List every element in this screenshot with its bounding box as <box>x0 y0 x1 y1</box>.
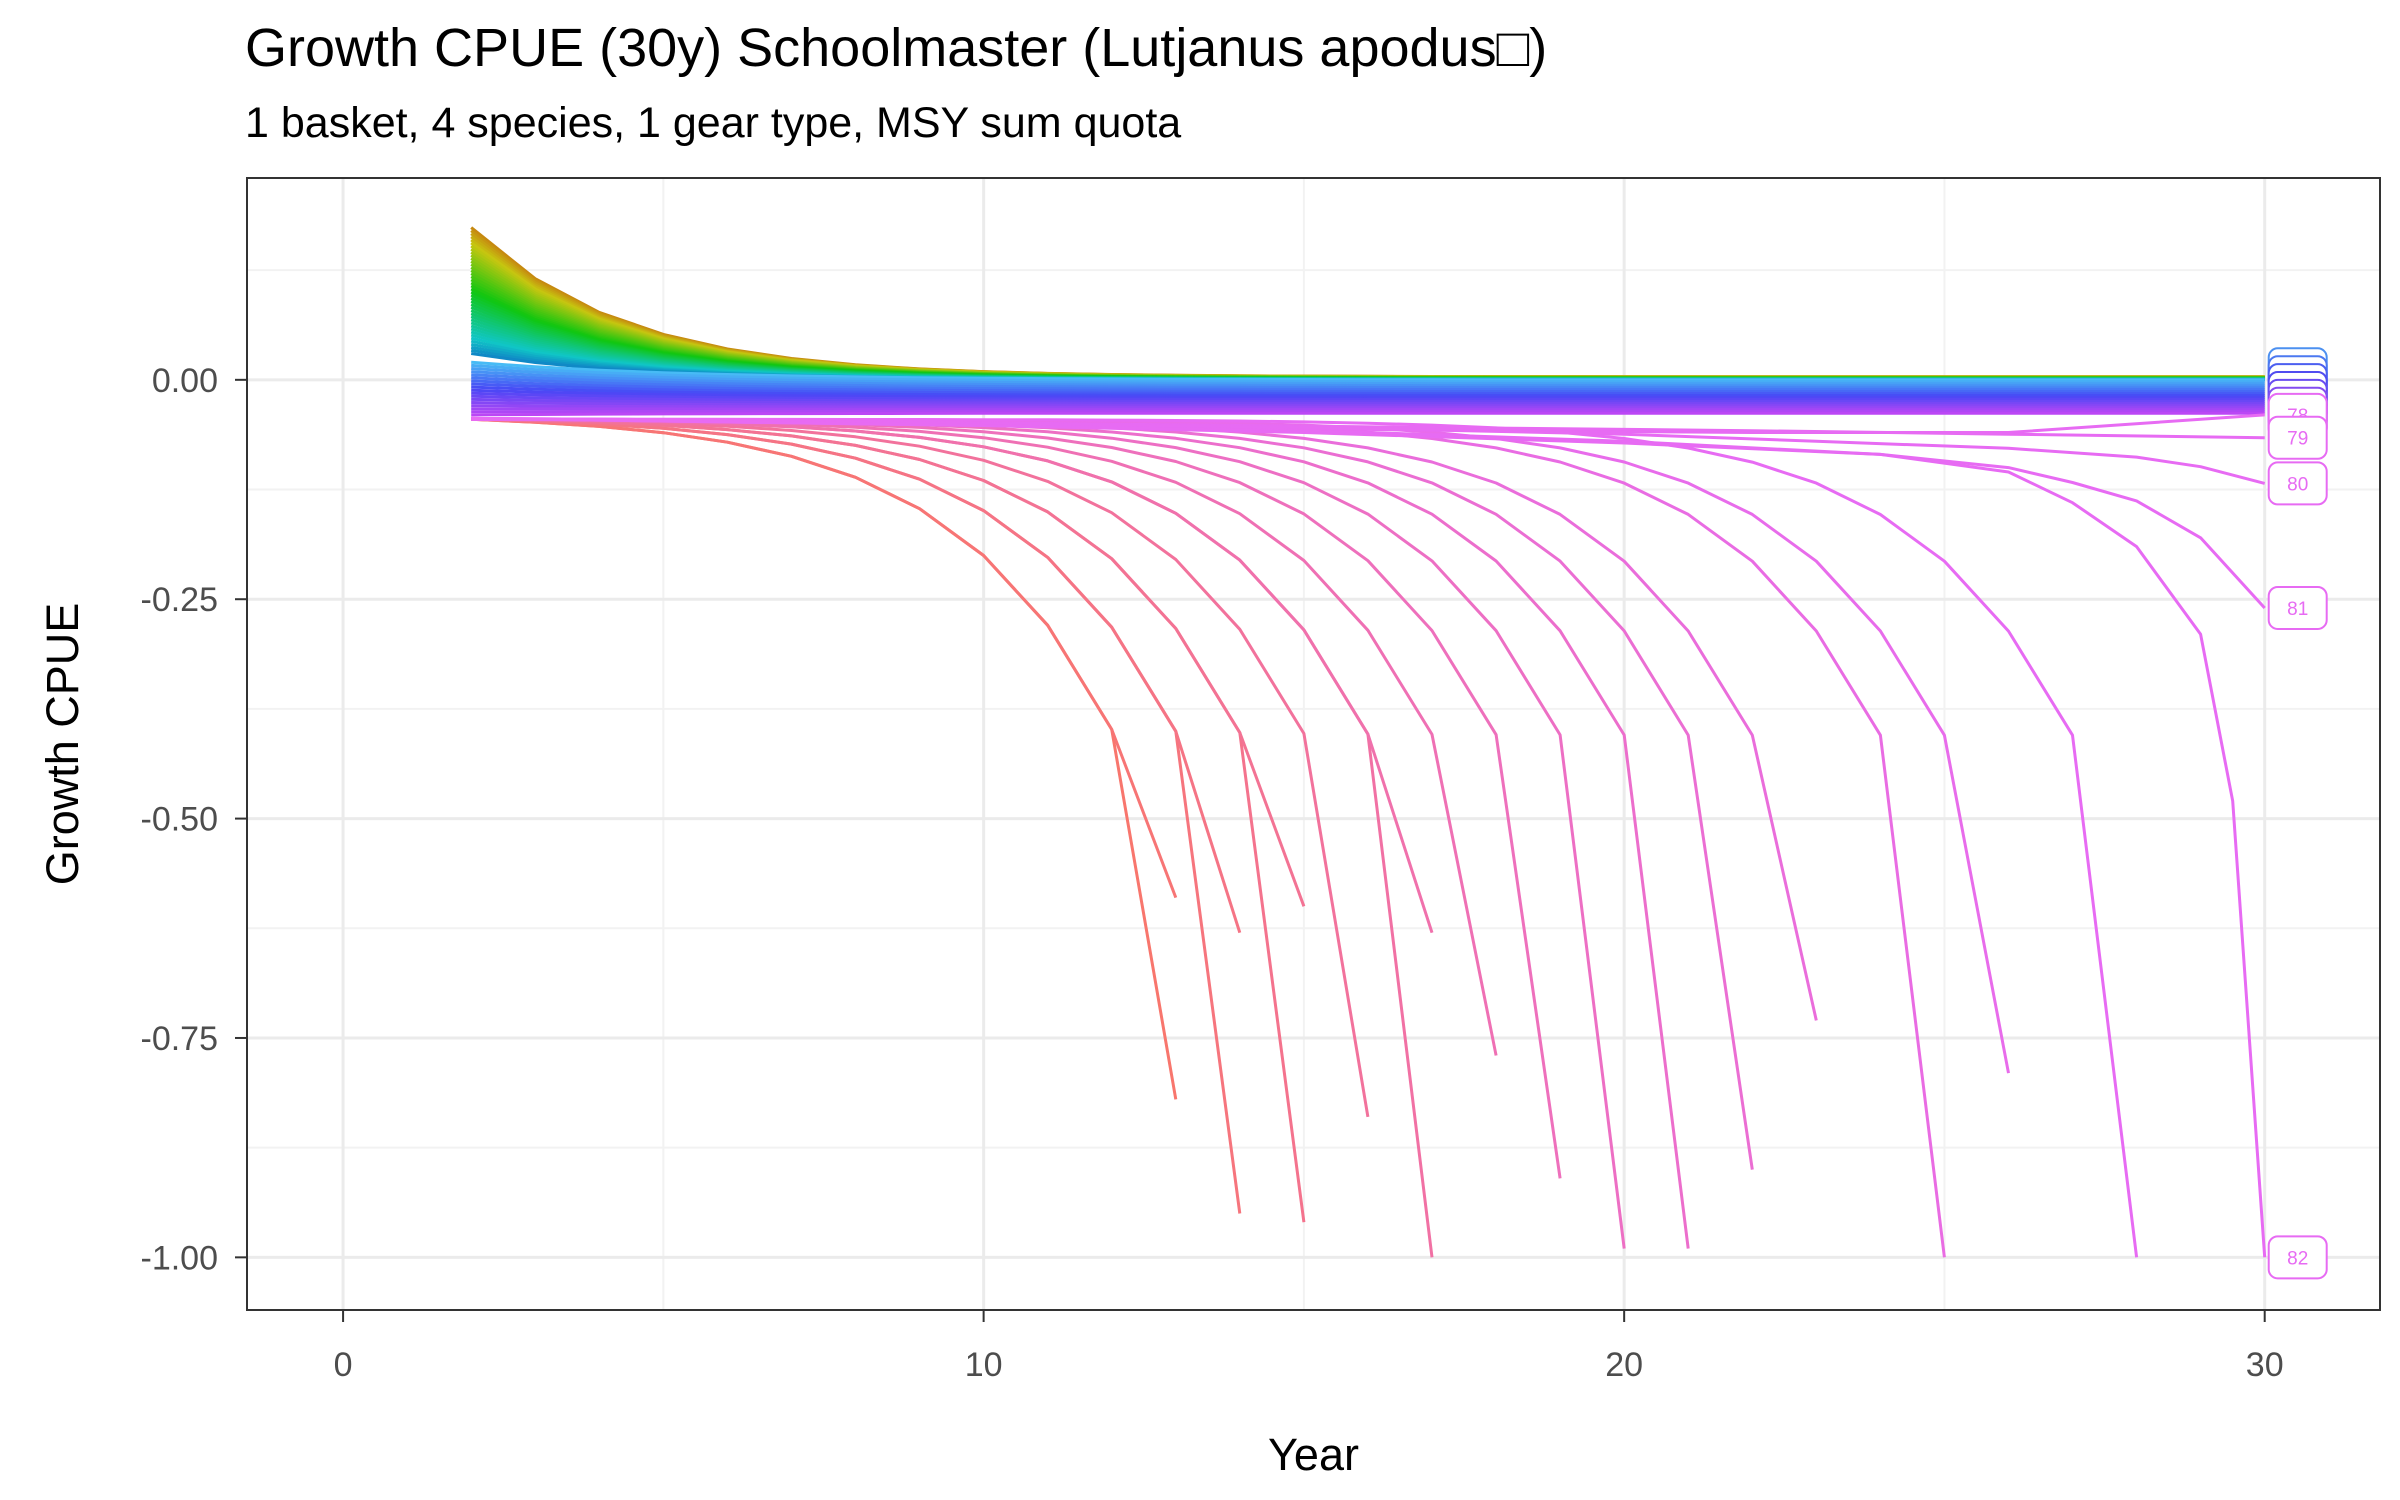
y-tick-label: -0.75 <box>141 1020 219 1058</box>
series-line <box>471 417 1306 1223</box>
end-label-box-81 <box>2267 585 2328 630</box>
series-line <box>471 385 2265 397</box>
x-tick-label: 10 <box>965 1346 1003 1384</box>
end-label-81: 81 <box>2287 599 2308 620</box>
y-tick-label: 0.00 <box>152 362 218 400</box>
y-tick-label: -0.25 <box>141 581 219 619</box>
series-line <box>471 417 1946 1258</box>
series-line <box>471 417 1242 1214</box>
series-line <box>471 401 2265 407</box>
series-line <box>471 376 2265 392</box>
y-tick-label: -0.50 <box>141 801 219 839</box>
x-tick-label: 0 <box>334 1346 353 1384</box>
series-line <box>471 367 2265 386</box>
series-line <box>471 417 2010 1074</box>
x-axis-title: Year <box>1268 1429 1359 1480</box>
end-label-80: 80 <box>2287 474 2308 495</box>
series-line <box>471 397 2265 405</box>
chart-subtitle: 1 basket, 4 species, 1 gear type, MSY su… <box>245 99 1181 147</box>
series-line <box>471 373 2265 390</box>
series-line <box>471 409 2265 414</box>
series-line <box>471 391 2265 401</box>
end-label-79: 79 <box>2287 429 2308 450</box>
x-tick-label: 20 <box>1605 1346 1643 1384</box>
series-line-82 <box>471 416 2267 1258</box>
series-line <box>471 417 1690 1249</box>
series-line <box>471 417 1178 1100</box>
series-line <box>471 417 1242 934</box>
series-lines <box>470 226 2267 1258</box>
axis-ticks: 0 10 20 30 0.00 -0.25 -0.50 -0.75 -1.00 <box>141 362 2284 1384</box>
series-line <box>471 404 2265 409</box>
series-line <box>471 417 1370 1118</box>
series-line <box>471 417 1434 1258</box>
series-line <box>471 363 2265 384</box>
end-label-box-82 <box>2267 1235 2328 1280</box>
end-label-82: 82 <box>2287 1248 2308 1269</box>
series-line <box>471 417 1178 899</box>
y-tick-label: -1.00 <box>141 1239 219 1277</box>
end-label-box-79 <box>2267 415 2328 460</box>
series-line <box>471 379 2265 394</box>
series-line <box>471 382 2265 396</box>
series-line <box>471 394 2265 403</box>
series-line <box>471 411 2265 417</box>
series-line-80 <box>471 416 2266 485</box>
x-tick-label: 30 <box>2246 1346 2284 1384</box>
series-line <box>471 370 2265 388</box>
end-label-box-80 <box>2267 461 2328 506</box>
plot-frame <box>246 177 2381 1311</box>
chart-title: Growth CPUE (30y) Schoolmaster (Lutjanus… <box>245 18 1547 78</box>
series-line <box>471 388 2265 399</box>
series-line <box>471 407 2265 411</box>
series-line <box>471 360 2265 382</box>
series-end-labels: 7879808182 <box>2267 347 2328 1280</box>
y-axis-title: Growth CPUE <box>37 603 88 886</box>
